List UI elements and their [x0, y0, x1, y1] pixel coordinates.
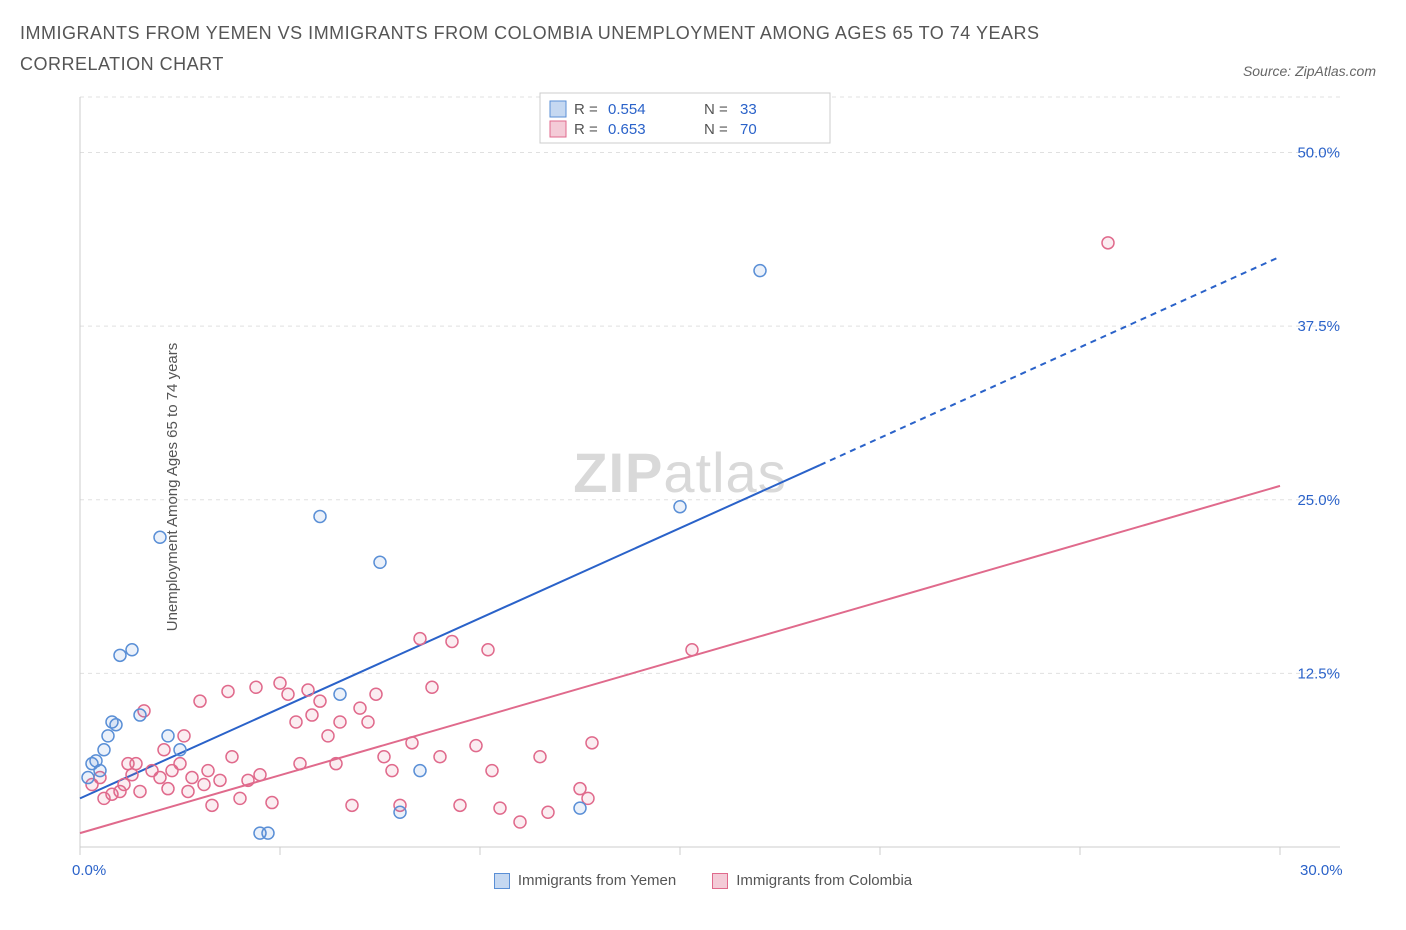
- legend-swatch-colombia: [712, 873, 728, 889]
- svg-text:12.5%: 12.5%: [1297, 666, 1340, 683]
- y-axis-label: Unemployment Among Ages 65 to 74 years: [164, 343, 181, 632]
- legend-label-colombia: Immigrants from Colombia: [736, 872, 912, 889]
- legend-item-colombia: Immigrants from Colombia: [712, 872, 912, 889]
- svg-text:25.0%: 25.0%: [1297, 492, 1340, 509]
- source-label: Source: ZipAtlas.com: [1243, 63, 1376, 79]
- legend-item-yemen: Immigrants from Yemen: [494, 872, 676, 889]
- svg-text:R =: R =: [574, 101, 598, 118]
- svg-text:N =: N =: [704, 101, 728, 118]
- svg-text:70: 70: [740, 121, 757, 138]
- svg-text:33: 33: [740, 101, 757, 118]
- scatter-plot: ZIPatlas0.0%30.0%12.5%25.0%37.5%50.0%R =…: [20, 87, 1360, 887]
- chart-title: IMMIGRANTS FROM YEMEN VS IMMIGRANTS FROM…: [20, 18, 1120, 79]
- svg-text:R =: R =: [574, 121, 598, 138]
- chart-area: Unemployment Among Ages 65 to 74 years Z…: [20, 87, 1386, 887]
- svg-text:0.554: 0.554: [608, 101, 646, 118]
- svg-text:N =: N =: [704, 121, 728, 138]
- svg-text:37.5%: 37.5%: [1297, 318, 1340, 335]
- svg-text:0.653: 0.653: [608, 121, 646, 138]
- bottom-legend: Immigrants from Yemen Immigrants from Co…: [20, 872, 1386, 889]
- legend-swatch-yemen: [494, 873, 510, 889]
- svg-text:50.0%: 50.0%: [1297, 145, 1340, 162]
- legend-label-yemen: Immigrants from Yemen: [518, 872, 676, 889]
